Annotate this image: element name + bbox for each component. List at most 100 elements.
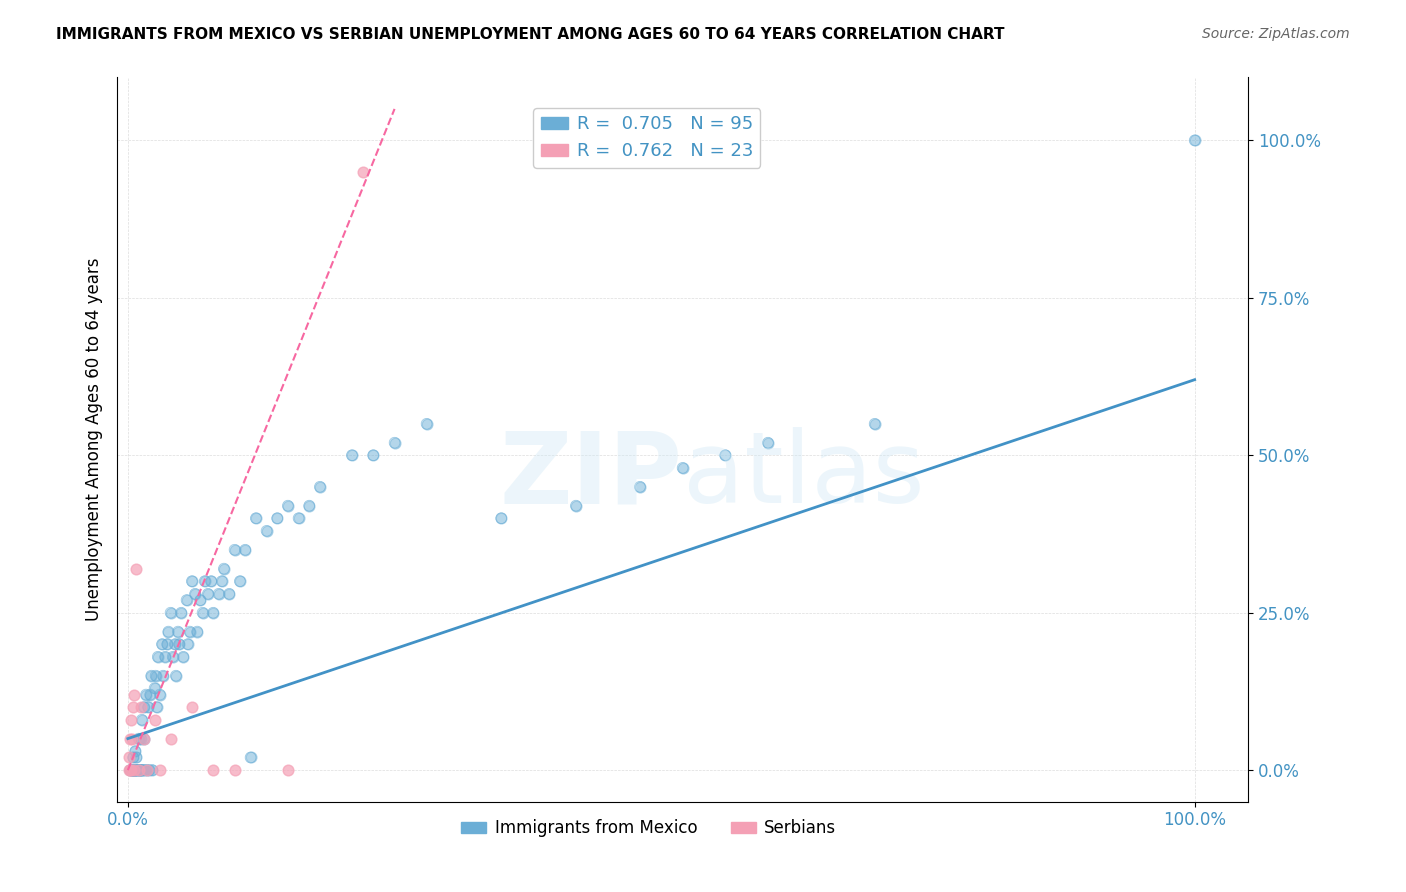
Immigrants from Mexico (141, 763, 163, 777)
Point (131, 763, 153, 777)
Serbians (128, 763, 150, 777)
Immigrants from Mexico (239, 750, 262, 764)
Point (298, 499, 321, 513)
Point (200, 574, 222, 589)
Serbians (132, 731, 155, 746)
Point (239, 750, 262, 764)
Serbians (129, 700, 152, 714)
Immigrants from Mexico (172, 649, 194, 664)
Point (122, 763, 145, 777)
Immigrants from Mexico (1184, 133, 1206, 147)
Point (245, 511, 267, 525)
Point (122, 763, 145, 777)
Serbians (136, 763, 159, 777)
Point (229, 574, 252, 589)
Serbians (352, 165, 374, 179)
Point (170, 606, 193, 620)
Immigrants from Mexico (266, 511, 288, 525)
Immigrants from Mexico (162, 649, 184, 664)
Immigrants from Mexico (157, 624, 180, 639)
Point (146, 649, 169, 664)
Point (118, 763, 141, 777)
Immigrants from Mexico (128, 731, 150, 746)
Immigrants from Mexico (184, 587, 207, 601)
Serbians (159, 731, 181, 746)
Point (159, 606, 181, 620)
Immigrants from Mexico (200, 574, 222, 589)
Point (277, 499, 299, 513)
Point (121, 763, 143, 777)
Immigrants from Mexico (129, 731, 152, 746)
Point (287, 511, 309, 525)
Serbians (202, 763, 225, 777)
Point (489, 511, 512, 525)
Immigrants from Mexico (202, 606, 225, 620)
Point (134, 763, 156, 777)
Serbians (118, 763, 141, 777)
Immigrants from Mexico (136, 700, 159, 714)
Immigrants from Mexico (128, 763, 150, 777)
Immigrants from Mexico (218, 587, 240, 601)
Immigrants from Mexico (309, 480, 332, 494)
Immigrants from Mexico (127, 763, 149, 777)
Point (152, 668, 174, 682)
Point (128, 763, 150, 777)
Immigrants from Mexico (121, 763, 143, 777)
Point (127, 763, 149, 777)
Point (194, 574, 217, 589)
Immigrants from Mexico (138, 763, 160, 777)
Immigrants from Mexico (134, 763, 156, 777)
Immigrants from Mexico (415, 417, 437, 431)
Point (128, 763, 150, 777)
Point (125, 750, 148, 764)
Immigrants from Mexico (122, 763, 145, 777)
Point (122, 763, 145, 777)
Point (132, 700, 155, 714)
Point (162, 649, 184, 664)
Immigrants from Mexico (256, 524, 278, 538)
Point (191, 606, 214, 620)
Immigrants from Mexico (124, 744, 146, 758)
Immigrants from Mexico (146, 649, 169, 664)
Immigrants from Mexico (224, 542, 246, 557)
Immigrants from Mexico (128, 763, 150, 777)
Point (218, 587, 240, 601)
Point (136, 700, 159, 714)
Immigrants from Mexico (714, 448, 737, 462)
Immigrants from Mexico (298, 499, 321, 513)
Immigrants from Mexico (153, 649, 176, 664)
Y-axis label: Unemployment Among Ages 60 to 64 years: Unemployment Among Ages 60 to 64 years (86, 258, 103, 621)
Immigrants from Mexico (143, 681, 166, 696)
Point (128, 731, 150, 746)
Immigrants from Mexico (122, 763, 145, 777)
Serbians (143, 713, 166, 727)
Point (145, 700, 167, 714)
Point (565, 499, 588, 513)
Point (143, 681, 166, 696)
Immigrants from Mexico (229, 574, 252, 589)
Immigrants from Mexico (163, 637, 186, 651)
Point (224, 542, 246, 557)
Immigrants from Mexico (149, 688, 172, 702)
Point (266, 511, 288, 525)
Point (132, 763, 155, 777)
Immigrants from Mexico (145, 668, 167, 682)
Point (1184, 133, 1206, 147)
Point (415, 417, 437, 431)
Immigrants from Mexico (180, 574, 202, 589)
Immigrants from Mexico (135, 688, 157, 702)
Point (150, 637, 173, 651)
Immigrants from Mexico (124, 763, 146, 777)
Immigrants from Mexico (122, 750, 145, 764)
Immigrants from Mexico (190, 593, 212, 607)
Serbians (118, 731, 141, 746)
Immigrants from Mexico (489, 511, 512, 525)
Immigrants from Mexico (141, 668, 163, 682)
Point (129, 763, 152, 777)
Point (176, 637, 198, 651)
Serbians (118, 750, 141, 764)
Point (340, 448, 363, 462)
Point (384, 435, 406, 450)
Point (122, 750, 145, 764)
Immigrants from Mexico (167, 637, 190, 651)
